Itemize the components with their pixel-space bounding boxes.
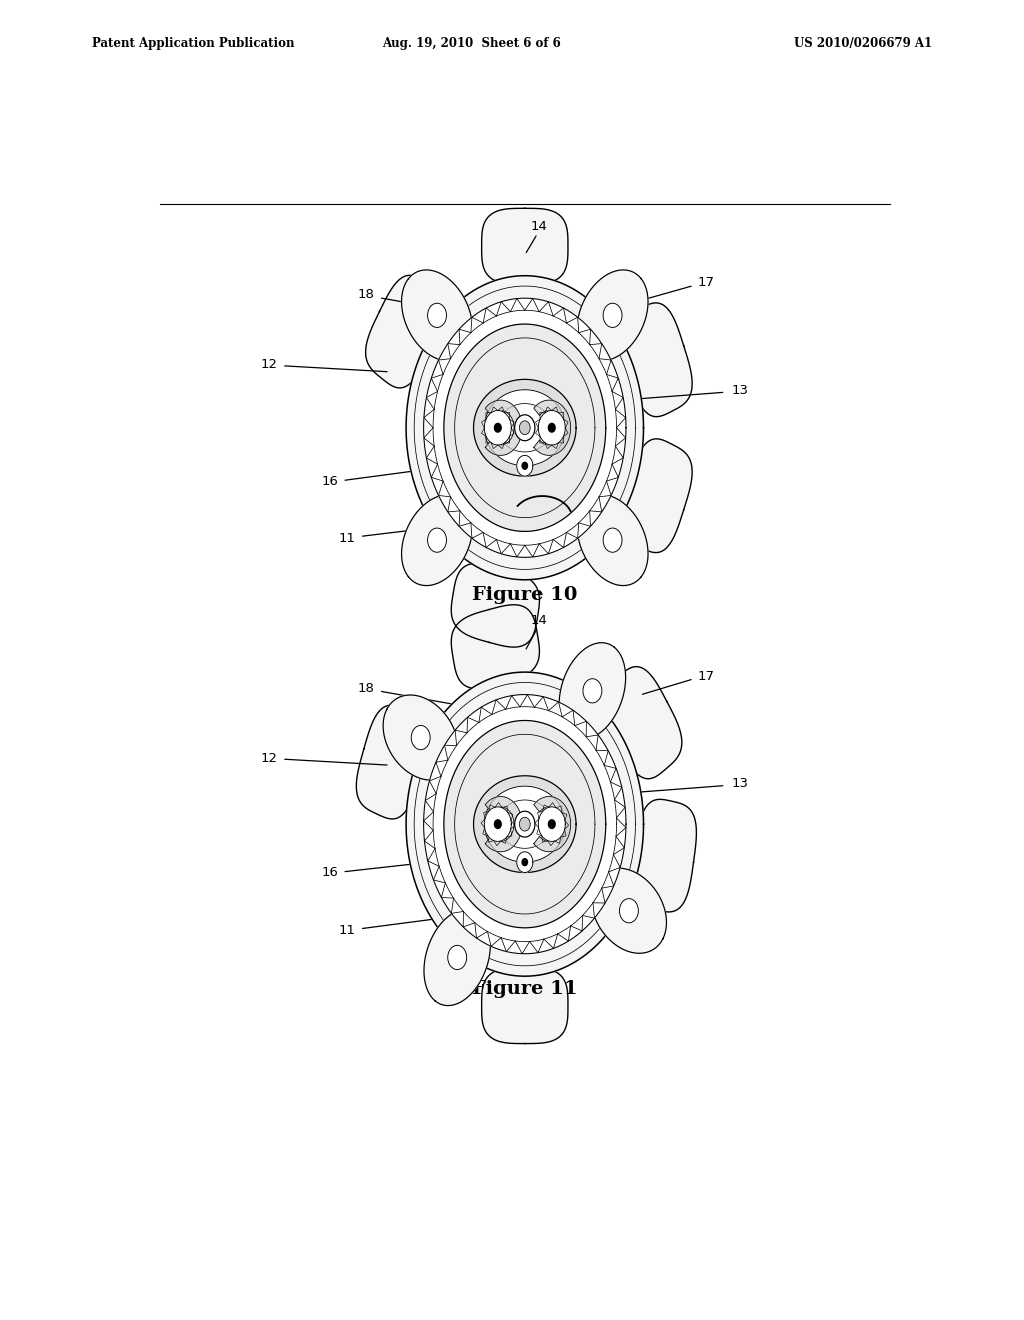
Text: 17: 17 (697, 671, 715, 684)
Text: I: I (546, 500, 551, 513)
Circle shape (515, 812, 535, 837)
Polygon shape (485, 796, 522, 851)
Text: 18: 18 (357, 682, 374, 696)
Polygon shape (481, 968, 568, 1044)
Text: US 2010/0206679 A1: US 2010/0206679 A1 (794, 37, 932, 50)
Text: 14: 14 (530, 220, 548, 234)
Text: 17: 17 (697, 276, 715, 289)
Polygon shape (452, 564, 540, 647)
Polygon shape (443, 721, 606, 928)
Polygon shape (452, 605, 540, 689)
Polygon shape (473, 379, 577, 477)
Polygon shape (484, 787, 565, 862)
Polygon shape (407, 276, 643, 579)
Polygon shape (559, 643, 626, 739)
Text: Figure 11: Figure 11 (472, 979, 578, 998)
Polygon shape (401, 269, 472, 360)
Text: 15: 15 (570, 503, 588, 516)
Text: 14: 14 (530, 614, 548, 627)
Circle shape (549, 424, 555, 432)
Polygon shape (534, 400, 570, 455)
Circle shape (603, 528, 622, 552)
Polygon shape (356, 705, 427, 818)
Polygon shape (621, 302, 692, 417)
Polygon shape (539, 411, 565, 445)
Polygon shape (578, 269, 648, 360)
Circle shape (620, 899, 638, 923)
Circle shape (515, 414, 535, 441)
Circle shape (549, 820, 555, 829)
Text: 11: 11 (339, 924, 355, 937)
Circle shape (428, 528, 446, 552)
Text: 13: 13 (731, 777, 749, 789)
Circle shape (583, 678, 602, 704)
Polygon shape (534, 796, 570, 851)
Circle shape (495, 424, 501, 432)
Circle shape (519, 421, 530, 434)
Polygon shape (603, 667, 682, 779)
Polygon shape (484, 807, 511, 841)
Text: 12: 12 (260, 751, 278, 764)
Polygon shape (484, 411, 511, 445)
Polygon shape (485, 400, 522, 455)
Text: 18: 18 (357, 288, 374, 301)
Polygon shape (473, 776, 577, 873)
Polygon shape (517, 851, 532, 873)
Circle shape (603, 304, 622, 327)
Circle shape (522, 859, 527, 866)
Text: 13: 13 (731, 384, 749, 396)
Polygon shape (401, 495, 472, 586)
Text: Patent Application Publication: Patent Application Publication (92, 37, 295, 50)
Text: 16: 16 (322, 866, 338, 879)
Text: 11: 11 (339, 532, 355, 545)
Circle shape (428, 304, 446, 327)
Circle shape (519, 817, 530, 832)
Polygon shape (407, 672, 643, 977)
Polygon shape (632, 800, 696, 912)
Polygon shape (424, 909, 490, 1006)
Circle shape (522, 462, 527, 469)
Polygon shape (517, 455, 532, 477)
Polygon shape (424, 694, 626, 954)
Polygon shape (481, 209, 568, 284)
Circle shape (495, 820, 501, 829)
Polygon shape (484, 389, 565, 466)
Polygon shape (578, 495, 648, 586)
Text: Aug. 19, 2010  Sheet 6 of 6: Aug. 19, 2010 Sheet 6 of 6 (382, 37, 560, 50)
Text: 15: 15 (559, 899, 575, 912)
Circle shape (447, 945, 467, 970)
Text: 12: 12 (260, 358, 278, 371)
Polygon shape (424, 298, 626, 557)
Polygon shape (383, 694, 459, 780)
Polygon shape (443, 325, 606, 532)
Polygon shape (591, 869, 667, 953)
Polygon shape (366, 276, 443, 388)
Circle shape (412, 726, 430, 750)
Polygon shape (621, 438, 692, 553)
Polygon shape (539, 807, 565, 841)
Text: Figure 10: Figure 10 (472, 586, 578, 605)
Text: 16: 16 (322, 475, 338, 488)
